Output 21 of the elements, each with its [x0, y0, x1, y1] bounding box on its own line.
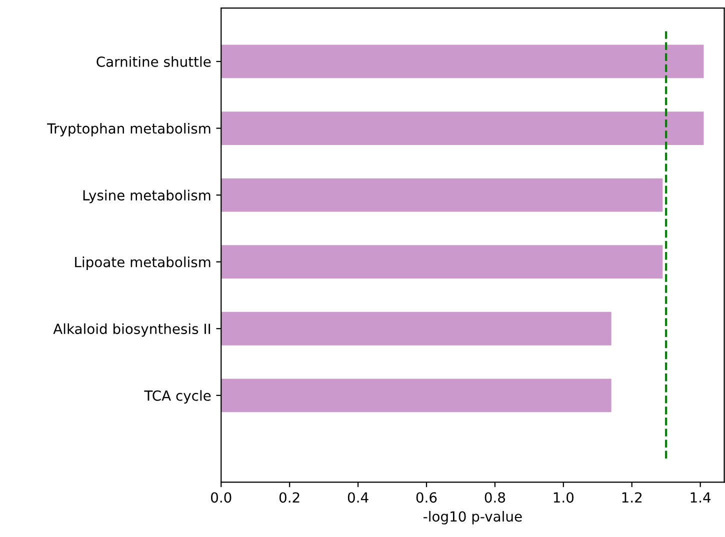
- x-axis-title: -log10 p-value: [424, 510, 522, 524]
- bar: [221, 178, 663, 212]
- x-tick-label: 1.4: [690, 492, 711, 502]
- bar: [221, 245, 663, 279]
- y-tick-label: Lipoate metabolism: [75, 256, 210, 270]
- x-tick-label: 0.8: [484, 492, 506, 503]
- x-tick-label: 1.0: [554, 492, 574, 503]
- y-tick-label: Alkaloid biosynthesis II: [53, 323, 210, 337]
- x-tick-label: 0.2: [279, 492, 300, 503]
- x-tick-label: 1.2: [622, 492, 642, 502]
- x-tick-label: 0.6: [416, 492, 437, 503]
- bar: [221, 312, 612, 346]
- y-tick-label: Tryptophan metabolism: [47, 122, 210, 136]
- y-tick-label: TCA cycle: [144, 390, 211, 404]
- bar: [221, 378, 612, 412]
- x-tick-label: 0.0: [210, 492, 232, 503]
- bar: [221, 44, 704, 78]
- x-tick-label: 0.4: [348, 492, 368, 503]
- y-tick-label: Lysine metabolism: [83, 190, 210, 204]
- bar: [221, 112, 704, 145]
- y-tick-label: Carnitine shuttle: [96, 56, 211, 67]
